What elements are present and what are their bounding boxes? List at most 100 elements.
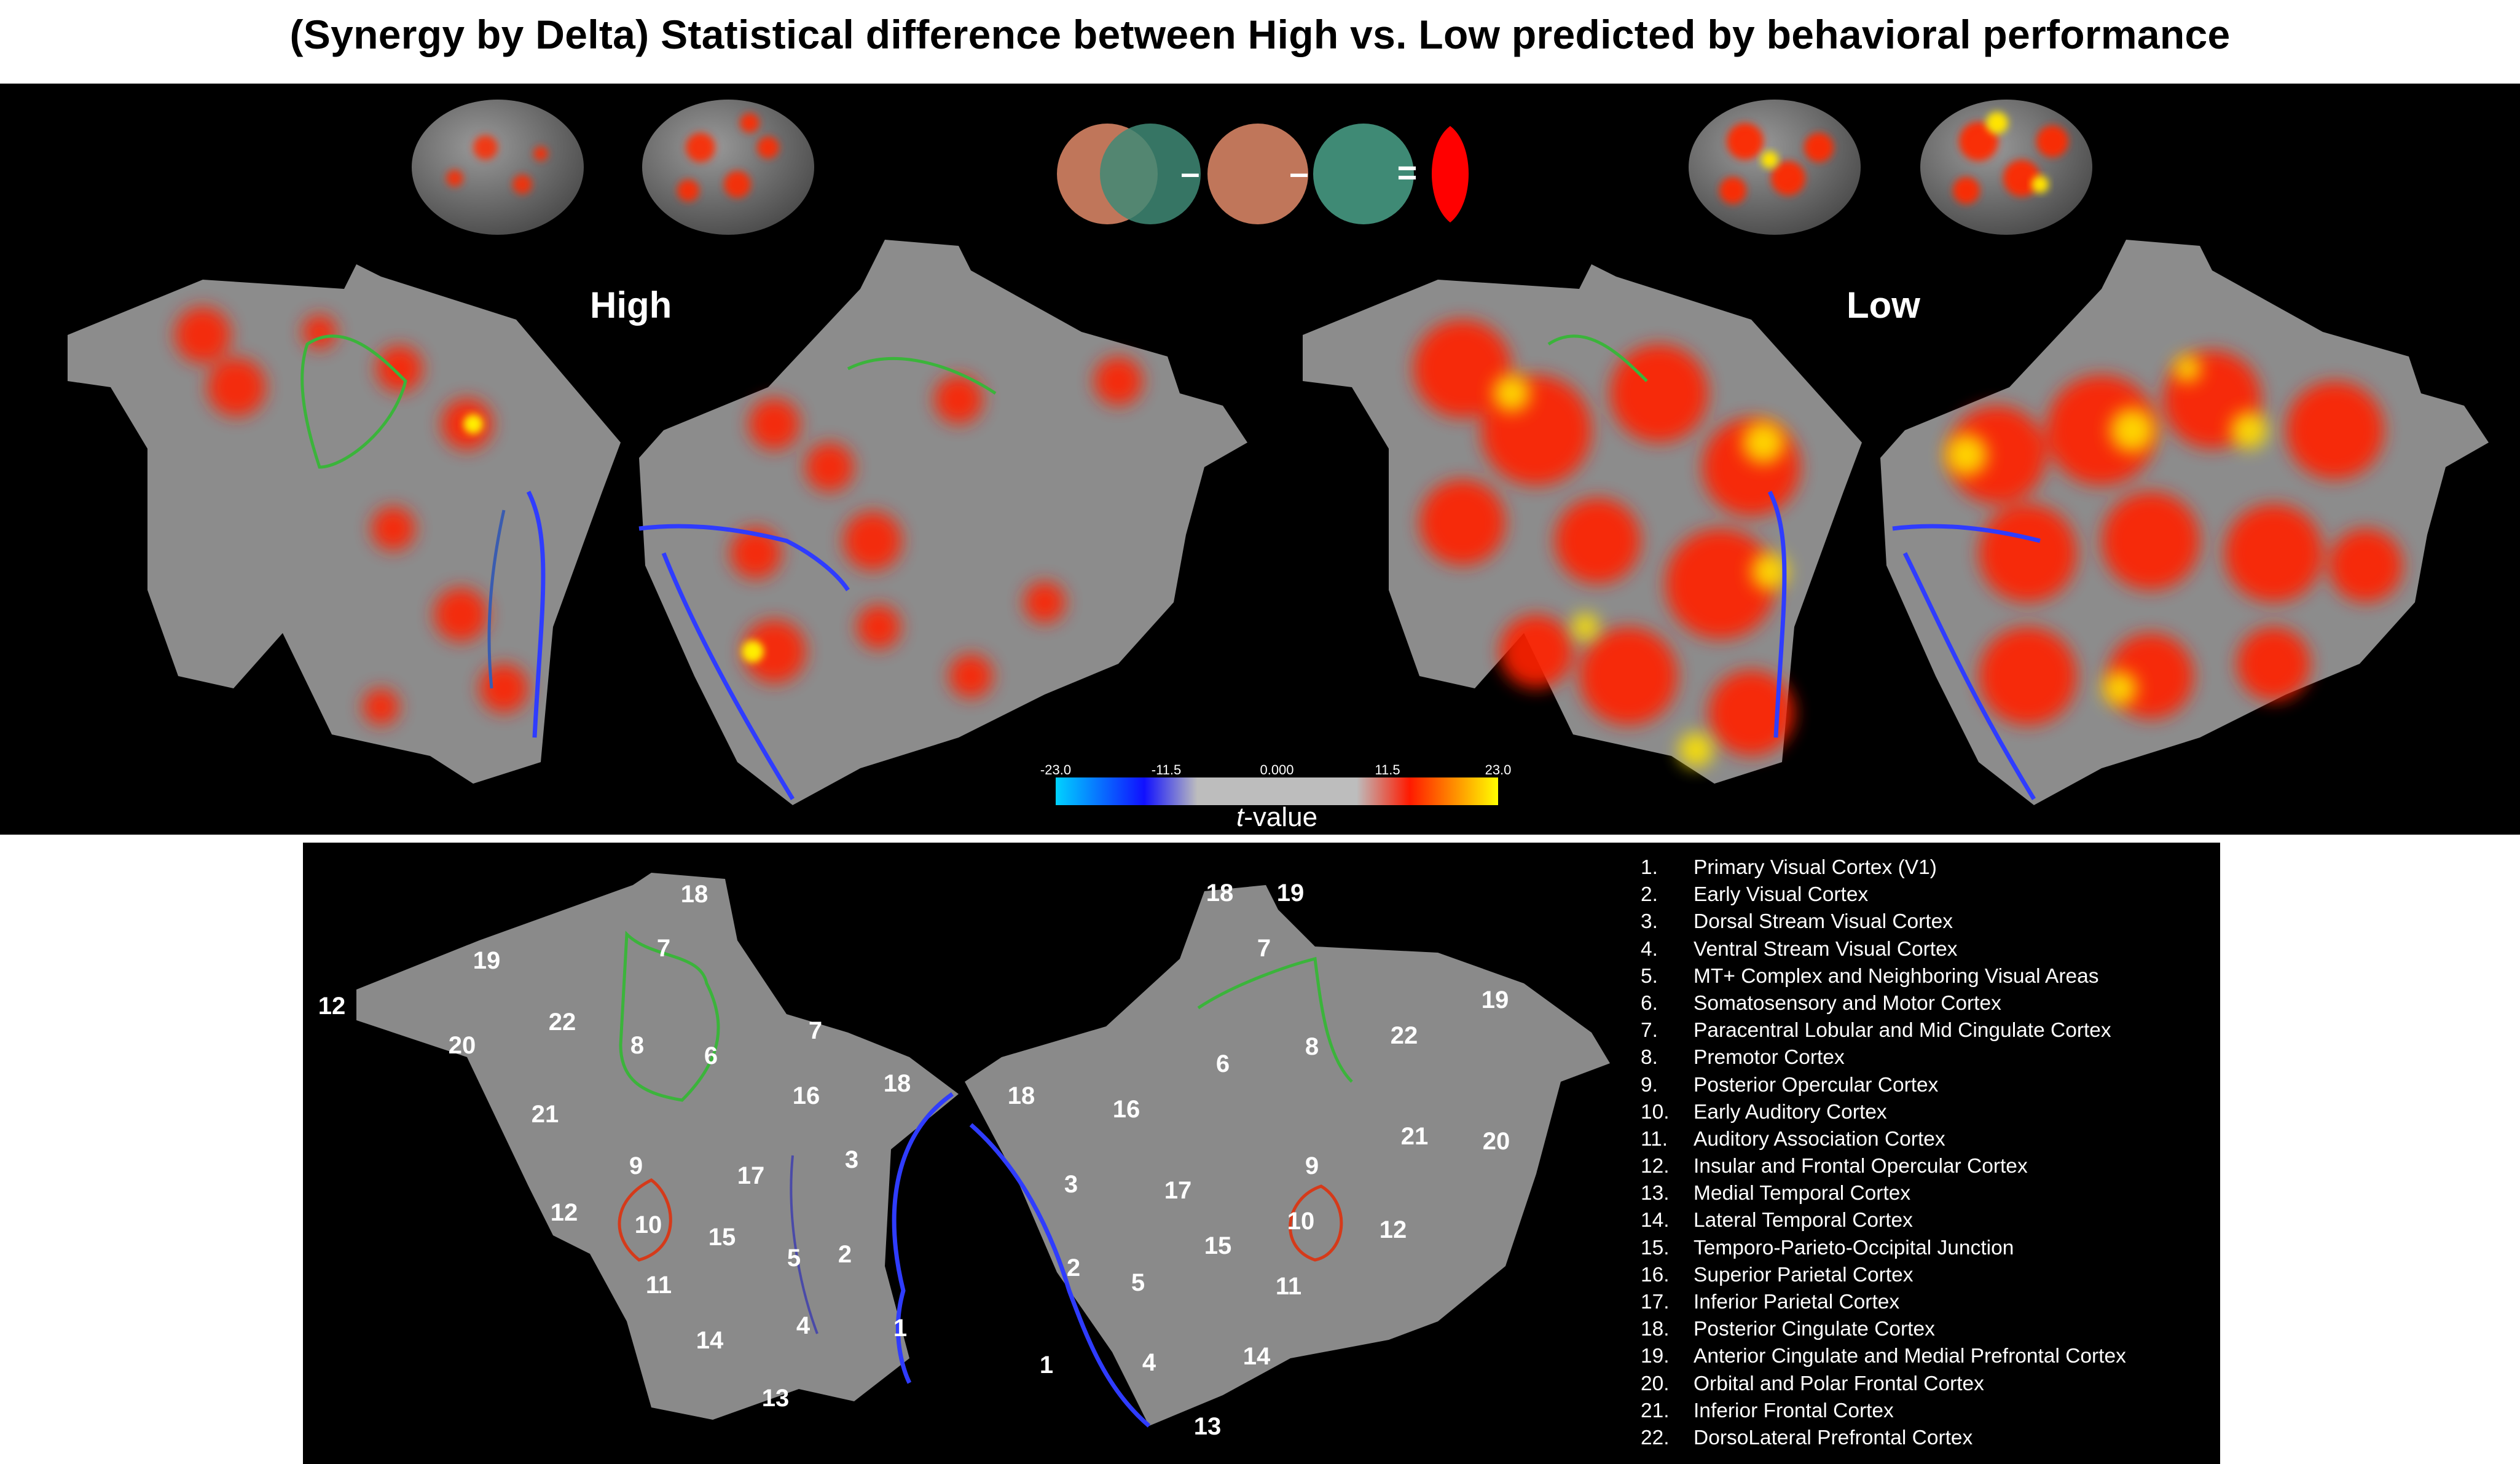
region-label: 15 [709,1224,736,1251]
legend-item: 15. Temporo-Parieto-Occipital Junction [1641,1235,2206,1262]
figure-title: (Synergy by Delta) Statistical differenc… [289,12,2231,57]
region-labels-left: 18 7 19 12 22 20 8 6 7 16 18 21 9 17 3 1… [318,881,911,1412]
legend-item: 13. Medial Temporal Cortex [1641,1180,2206,1207]
legend-item: 1. Primary Visual Cortex (V1) [1641,854,2206,881]
region-label: 11 [646,1272,672,1299]
legend-item: 22. DorsoLateral Prefrontal Cortex [1641,1425,2206,1452]
legend-item: 7. Paracentral Lobular and Mid Cingulate … [1641,1017,2206,1044]
legend-number: 13. [1641,1182,1670,1205]
legend-name: Premotor Cortex [1694,1046,1845,1069]
venn-circle-b [1100,124,1201,224]
region-label: 13 [762,1385,790,1412]
brain-3d-high-left [412,100,584,235]
colorbar-title: t-value [1236,802,1317,833]
region-label: 5 [1131,1269,1145,1296]
colorbar-tick: -23.0 [1040,762,1072,777]
legend-number: 2. [1641,883,1658,907]
legend-number: 15. [1641,1236,1670,1259]
legend-item: 17. Inferior Parietal Cortex [1641,1289,2206,1316]
region-legend: 1. Primary Visual Cortex (V1) 2. Early Vis… [1641,854,2206,1452]
region-label: 22 [549,1009,576,1036]
region-label: 4 [796,1312,811,1339]
legend-item: 16. Superior Parietal Cortex [1641,1262,2206,1289]
atlas-right-hemisphere [965,885,1610,1428]
venn-equals: = [1397,153,1418,192]
region-label: 19 [1482,986,1509,1013]
legend-number: 14. [1641,1209,1670,1232]
flatmap-low-left [1303,264,1862,784]
region-label: 7 [657,935,670,962]
flatmap-low-right [1880,240,2489,805]
region-label: 3 [1064,1171,1078,1198]
legend-item: 12. Insular and Frontal Opercular Cortex [1641,1153,2206,1180]
legend-name: Medial Temporal Cortex [1694,1182,1911,1205]
legend-item: 11. Auditory Association Cortex [1641,1126,2206,1153]
venn-minus-2: – [1289,153,1308,192]
flatmap-high-right [638,240,1247,805]
colorbar-title-rest: -value [1244,802,1318,832]
region-label: 2 [838,1241,852,1268]
region-label: 15 [1204,1232,1232,1259]
region-label: 19 [1277,880,1305,907]
label-low: Low [1847,285,1920,326]
legend-number: 9. [1641,1073,1658,1096]
legend-name: Posterior Cingulate Cortex [1694,1318,1935,1341]
region-label: 16 [1113,1096,1140,1123]
legend-name: DorsoLateral Prefrontal Cortex [1694,1426,1973,1449]
colorbar-title-italic: t [1236,802,1244,832]
legend-name: Temporo-Parieto-Occipital Junction [1694,1236,2014,1259]
legend-number: 18. [1641,1318,1670,1341]
legend-item: 19. Anterior Cingulate and Medial Prefron… [1641,1343,2206,1370]
legend-number: 11. [1641,1127,1668,1151]
region-label: 19 [473,947,501,974]
legend-name: Inferior Parietal Cortex [1694,1291,1900,1313]
region-label: 8 [630,1032,644,1059]
region-label: 8 [1305,1033,1319,1060]
legend-item: 5. MT+ Complex and Neighboring Visual Are… [1641,963,2206,990]
region-label: 18 [884,1070,911,1097]
label-high: High [590,285,672,326]
legend-name: MT+ Complex and Neighboring Visual Areas [1694,964,2099,988]
atlas-left-hemisphere [356,873,959,1420]
venn-minus-1: – [1180,153,1199,192]
region-label: 20 [449,1032,476,1059]
legend-number: 21. [1641,1399,1670,1422]
region-label: 14 [1243,1343,1271,1370]
brain-3d-high-right [642,100,814,235]
region-label: 12 [551,1199,578,1226]
legend-item: 21. Inferior Frontal Cortex [1641,1398,2206,1425]
flatmap-high-left [68,264,621,784]
region-label: 20 [1483,1128,1510,1155]
legend-number: 16. [1641,1263,1670,1286]
region-label: 22 [1391,1022,1418,1049]
venn-circle-a-alone [1207,124,1308,224]
region-label: 7 [809,1017,822,1044]
legend-number: 8. [1641,1046,1658,1069]
colorbar-tick: -11.5 [1151,762,1182,777]
region-label: 1 [893,1315,907,1342]
legend-number: 5. [1641,964,1658,988]
legend-name: Insular and Frontal Opercular Cortex [1694,1155,2028,1178]
legend-item: 8. Premotor Cortex [1641,1044,2206,1071]
legend-number: 4. [1641,937,1658,961]
region-label: 10 [1287,1208,1315,1235]
region-label: 2 [1067,1254,1080,1281]
legend-name: Primary Visual Cortex (V1) [1694,856,1937,879]
region-label: 17 [737,1162,765,1189]
legend-number: 12. [1641,1155,1670,1178]
legend-name: Early Auditory Cortex [1694,1100,1887,1124]
legend-name: Paracentral Lobular and Mid Cingulate Co… [1694,1019,2111,1042]
region-label: 4 [1142,1349,1156,1376]
legend-number: 3. [1641,910,1658,934]
legend-number: 1. [1641,856,1658,879]
region-label: 18 [681,881,709,908]
colorbar [1056,777,1498,805]
region-label: 6 [1216,1050,1230,1077]
legend-name: Inferior Frontal Cortex [1694,1399,1894,1422]
legend-number: 6. [1641,991,1658,1015]
region-label: 12 [318,993,346,1020]
brain-3d-low-right [1920,100,2092,235]
region-label: 21 [532,1101,559,1128]
legend-name: Posterior Opercular Cortex [1694,1073,1939,1096]
